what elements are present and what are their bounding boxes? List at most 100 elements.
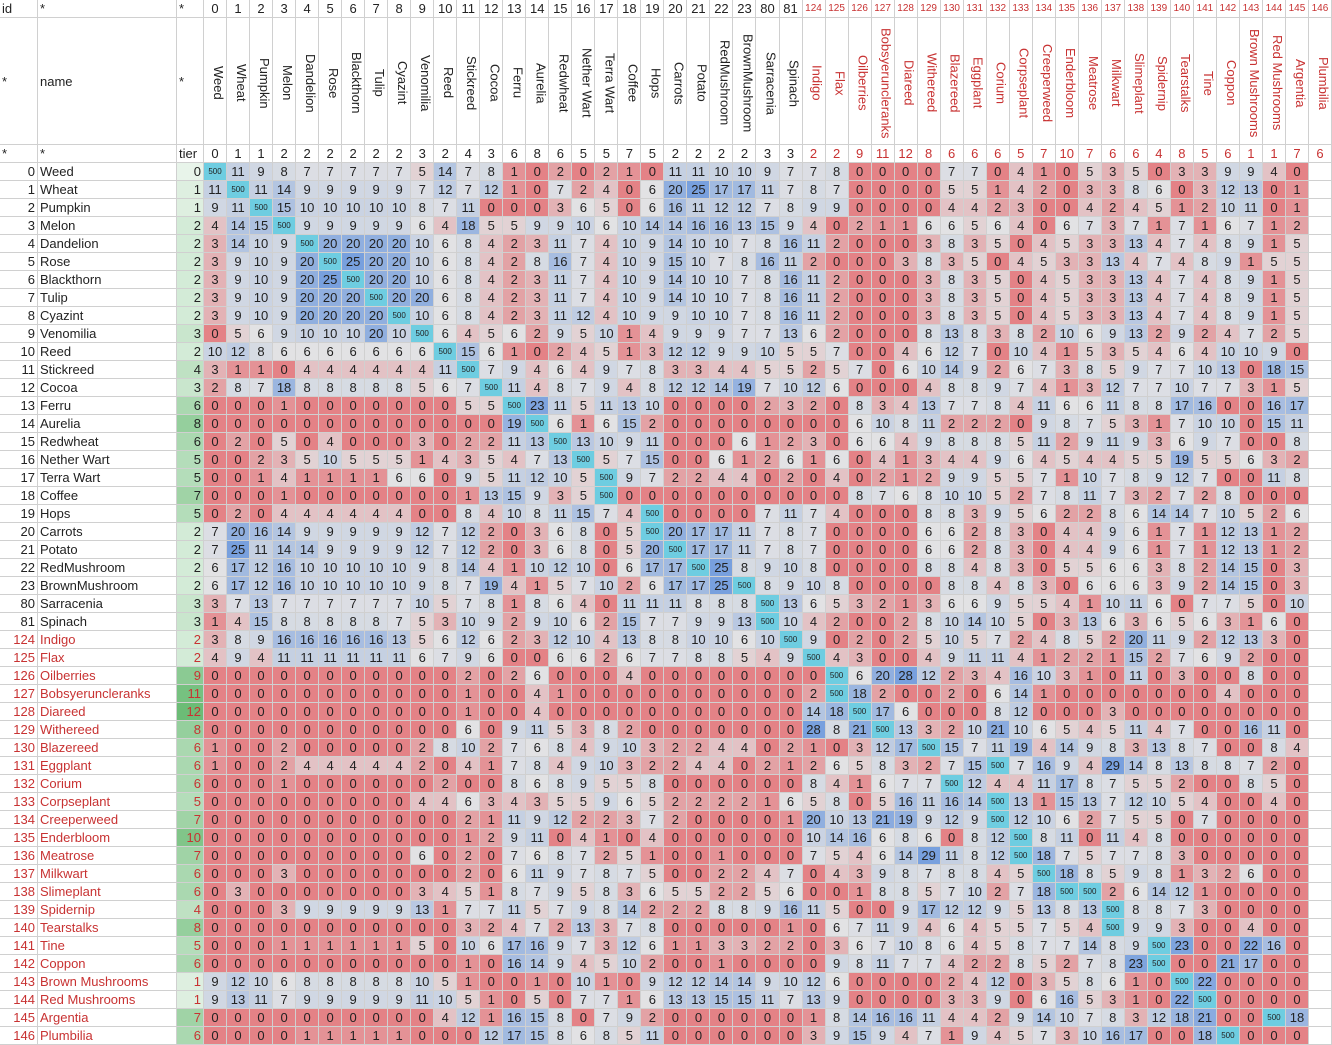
matrix-cell[interactable]: 8: [250, 343, 274, 361]
matrix-cell[interactable]: 11: [595, 397, 619, 415]
row-id[interactable]: 146: [0, 1027, 38, 1045]
matrix-cell[interactable]: 9: [273, 235, 297, 253]
matrix-cell[interactable]: 0: [848, 613, 872, 631]
matrix-cell[interactable]: 13: [779, 325, 803, 343]
matrix-cell[interactable]: 4: [342, 757, 366, 775]
matrix-cell[interactable]: 8: [1078, 865, 1102, 883]
matrix-cell[interactable]: 1: [434, 901, 458, 919]
matrix-cell[interactable]: 0: [848, 325, 872, 343]
matrix-cell[interactable]: 7: [434, 649, 458, 667]
matrix-cell[interactable]: 5: [1055, 289, 1079, 307]
matrix-cell[interactable]: 7: [802, 505, 826, 523]
matrix-cell[interactable]: 10: [1101, 595, 1125, 613]
matrix-cell[interactable]: 2: [986, 955, 1010, 973]
matrix-cell[interactable]: 0: [250, 847, 274, 865]
matrix-cell[interactable]: 1: [894, 451, 918, 469]
matrix-cell[interactable]: 5: [411, 937, 435, 955]
column-tier-header[interactable]: 6: [503, 145, 527, 163]
matrix-cell[interactable]: 0: [1285, 955, 1309, 973]
matrix-cell[interactable]: 6: [457, 721, 481, 739]
row-name[interactable]: Slimeplant: [38, 883, 177, 901]
matrix-cell[interactable]: 4: [549, 757, 573, 775]
matrix-cell[interactable]: 9: [503, 721, 527, 739]
matrix-cell[interactable]: 6: [411, 847, 435, 865]
row-tier[interactable]: 2: [177, 289, 204, 307]
matrix-cell[interactable]: 5: [595, 955, 619, 973]
matrix-cell[interactable]: 5: [572, 883, 596, 901]
matrix-cell[interactable]: 2: [1055, 649, 1079, 667]
matrix-cell[interactable]: [1308, 649, 1332, 667]
matrix-cell[interactable]: 2: [480, 919, 504, 937]
matrix-cell[interactable]: 4: [480, 235, 504, 253]
matrix-cell[interactable]: 14: [664, 235, 688, 253]
matrix-cell[interactable]: 10: [1009, 721, 1033, 739]
matrix-cell[interactable]: 9: [526, 217, 550, 235]
matrix-cell[interactable]: 0: [1009, 991, 1033, 1009]
matrix-cell[interactable]: 0: [894, 289, 918, 307]
matrix-cell[interactable]: 13: [1078, 901, 1102, 919]
matrix-cell[interactable]: 0: [779, 685, 803, 703]
column-name-header[interactable]: Pumpkin: [250, 18, 274, 145]
matrix-cell[interactable]: 11: [250, 991, 274, 1009]
matrix-cell[interactable]: 3: [1285, 559, 1309, 577]
matrix-cell[interactable]: 11: [250, 181, 274, 199]
matrix-cell[interactable]: 0: [1262, 847, 1286, 865]
matrix-cell[interactable]: 9: [273, 289, 297, 307]
matrix-cell[interactable]: 0: [549, 667, 573, 685]
matrix-cell[interactable]: 5: [1032, 595, 1056, 613]
matrix-cell[interactable]: 0: [1216, 469, 1240, 487]
matrix-cell[interactable]: 0: [848, 199, 872, 217]
matrix-cell[interactable]: 17: [687, 577, 711, 595]
matrix-cell[interactable]: [1308, 703, 1332, 721]
matrix-cell[interactable]: 9: [1239, 307, 1263, 325]
header-name-low[interactable]: *: [38, 145, 177, 163]
matrix-cell[interactable]: 0: [227, 415, 251, 433]
matrix-cell[interactable]: 1: [1193, 523, 1217, 541]
matrix-cell[interactable]: 15: [733, 991, 757, 1009]
matrix-cell[interactable]: 0: [1285, 973, 1309, 991]
matrix-cell[interactable]: 0: [434, 829, 458, 847]
matrix-cell[interactable]: 0: [411, 955, 435, 973]
matrix-cell[interactable]: 0: [227, 847, 251, 865]
matrix-cell[interactable]: 7: [1170, 271, 1194, 289]
matrix-cell[interactable]: 0: [1239, 397, 1263, 415]
matrix-cell[interactable]: 5: [1193, 451, 1217, 469]
matrix-cell[interactable]: 5: [1009, 433, 1033, 451]
matrix-cell[interactable]: 0: [1285, 901, 1309, 919]
matrix-cell[interactable]: 7: [457, 595, 481, 613]
matrix-cell[interactable]: 11: [802, 271, 826, 289]
matrix-cell[interactable]: 10: [250, 307, 274, 325]
matrix-cell[interactable]: 0: [641, 487, 665, 505]
matrix-cell[interactable]: 0: [342, 955, 366, 973]
matrix-cell[interactable]: 0: [779, 667, 803, 685]
matrix-cell[interactable]: 16: [848, 829, 872, 847]
column-id-header[interactable]: 14: [526, 0, 550, 18]
matrix-cell[interactable]: 6: [641, 937, 665, 955]
matrix-cell[interactable]: 9: [710, 613, 734, 631]
matrix-cell[interactable]: [1308, 955, 1332, 973]
matrix-cell[interactable]: 0: [388, 739, 412, 757]
matrix-cell[interactable]: 9: [388, 541, 412, 559]
matrix-cell[interactable]: 8: [733, 253, 757, 271]
matrix-cell[interactable]: 2: [756, 937, 780, 955]
matrix-cell[interactable]: 9: [802, 631, 826, 649]
matrix-cell[interactable]: 9: [940, 469, 964, 487]
matrix-cell[interactable]: 0: [388, 775, 412, 793]
matrix-cell[interactable]: 0: [204, 901, 228, 919]
matrix-cell[interactable]: 0: [1262, 829, 1286, 847]
matrix-cell[interactable]: 0: [1285, 829, 1309, 847]
matrix-cell[interactable]: 0: [664, 1009, 688, 1027]
column-tier-header[interactable]: 1: [227, 145, 251, 163]
matrix-cell[interactable]: 6: [779, 451, 803, 469]
matrix-cell[interactable]: 2: [1285, 541, 1309, 559]
matrix-cell[interactable]: 2: [825, 289, 849, 307]
matrix-cell[interactable]: 8: [825, 163, 849, 181]
matrix-cell[interactable]: 7: [365, 595, 389, 613]
matrix-cell[interactable]: 4: [687, 757, 711, 775]
matrix-cell[interactable]: [1308, 397, 1332, 415]
matrix-cell[interactable]: 8: [825, 793, 849, 811]
matrix-cell[interactable]: 500: [595, 469, 619, 487]
matrix-cell[interactable]: 1: [618, 325, 642, 343]
matrix-cell[interactable]: 3: [549, 487, 573, 505]
matrix-cell[interactable]: 4: [595, 271, 619, 289]
